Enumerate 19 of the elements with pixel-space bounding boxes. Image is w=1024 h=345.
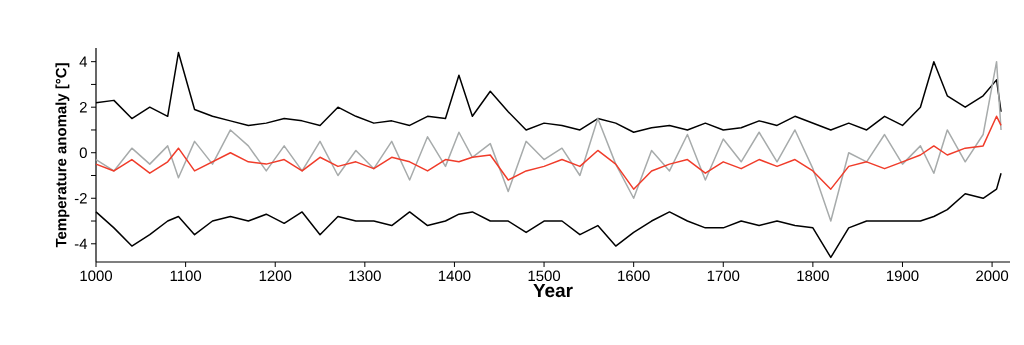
x-tick-label: 1300 xyxy=(349,270,381,282)
x-axis-title: Year xyxy=(533,283,573,298)
x-tick-label: 1700 xyxy=(707,270,740,282)
line-series xyxy=(95,60,1002,222)
x-tick-label: 1500 xyxy=(528,270,561,282)
y-tick-label: 2 xyxy=(79,101,87,113)
y-tick-label: -4 xyxy=(74,238,88,249)
x-tick-label: 1900 xyxy=(887,270,919,282)
x-tick-label: 1200 xyxy=(259,270,292,282)
x-tick-label: 1000 xyxy=(80,270,113,282)
x-tick-label: 1800 xyxy=(797,270,829,282)
x-tick-label: 1400 xyxy=(438,270,471,282)
y-axis-title: Temperature anomaly [°C] xyxy=(55,63,70,248)
y-tick-label: -2 xyxy=(74,193,87,204)
x-tick-label: 2000 xyxy=(976,270,1009,282)
y-tick-label: 4 xyxy=(79,56,88,67)
x-tick-label: 1100 xyxy=(170,270,202,282)
x-tick-label: 1600 xyxy=(618,270,650,282)
y-tick-label: 0 xyxy=(79,147,87,159)
